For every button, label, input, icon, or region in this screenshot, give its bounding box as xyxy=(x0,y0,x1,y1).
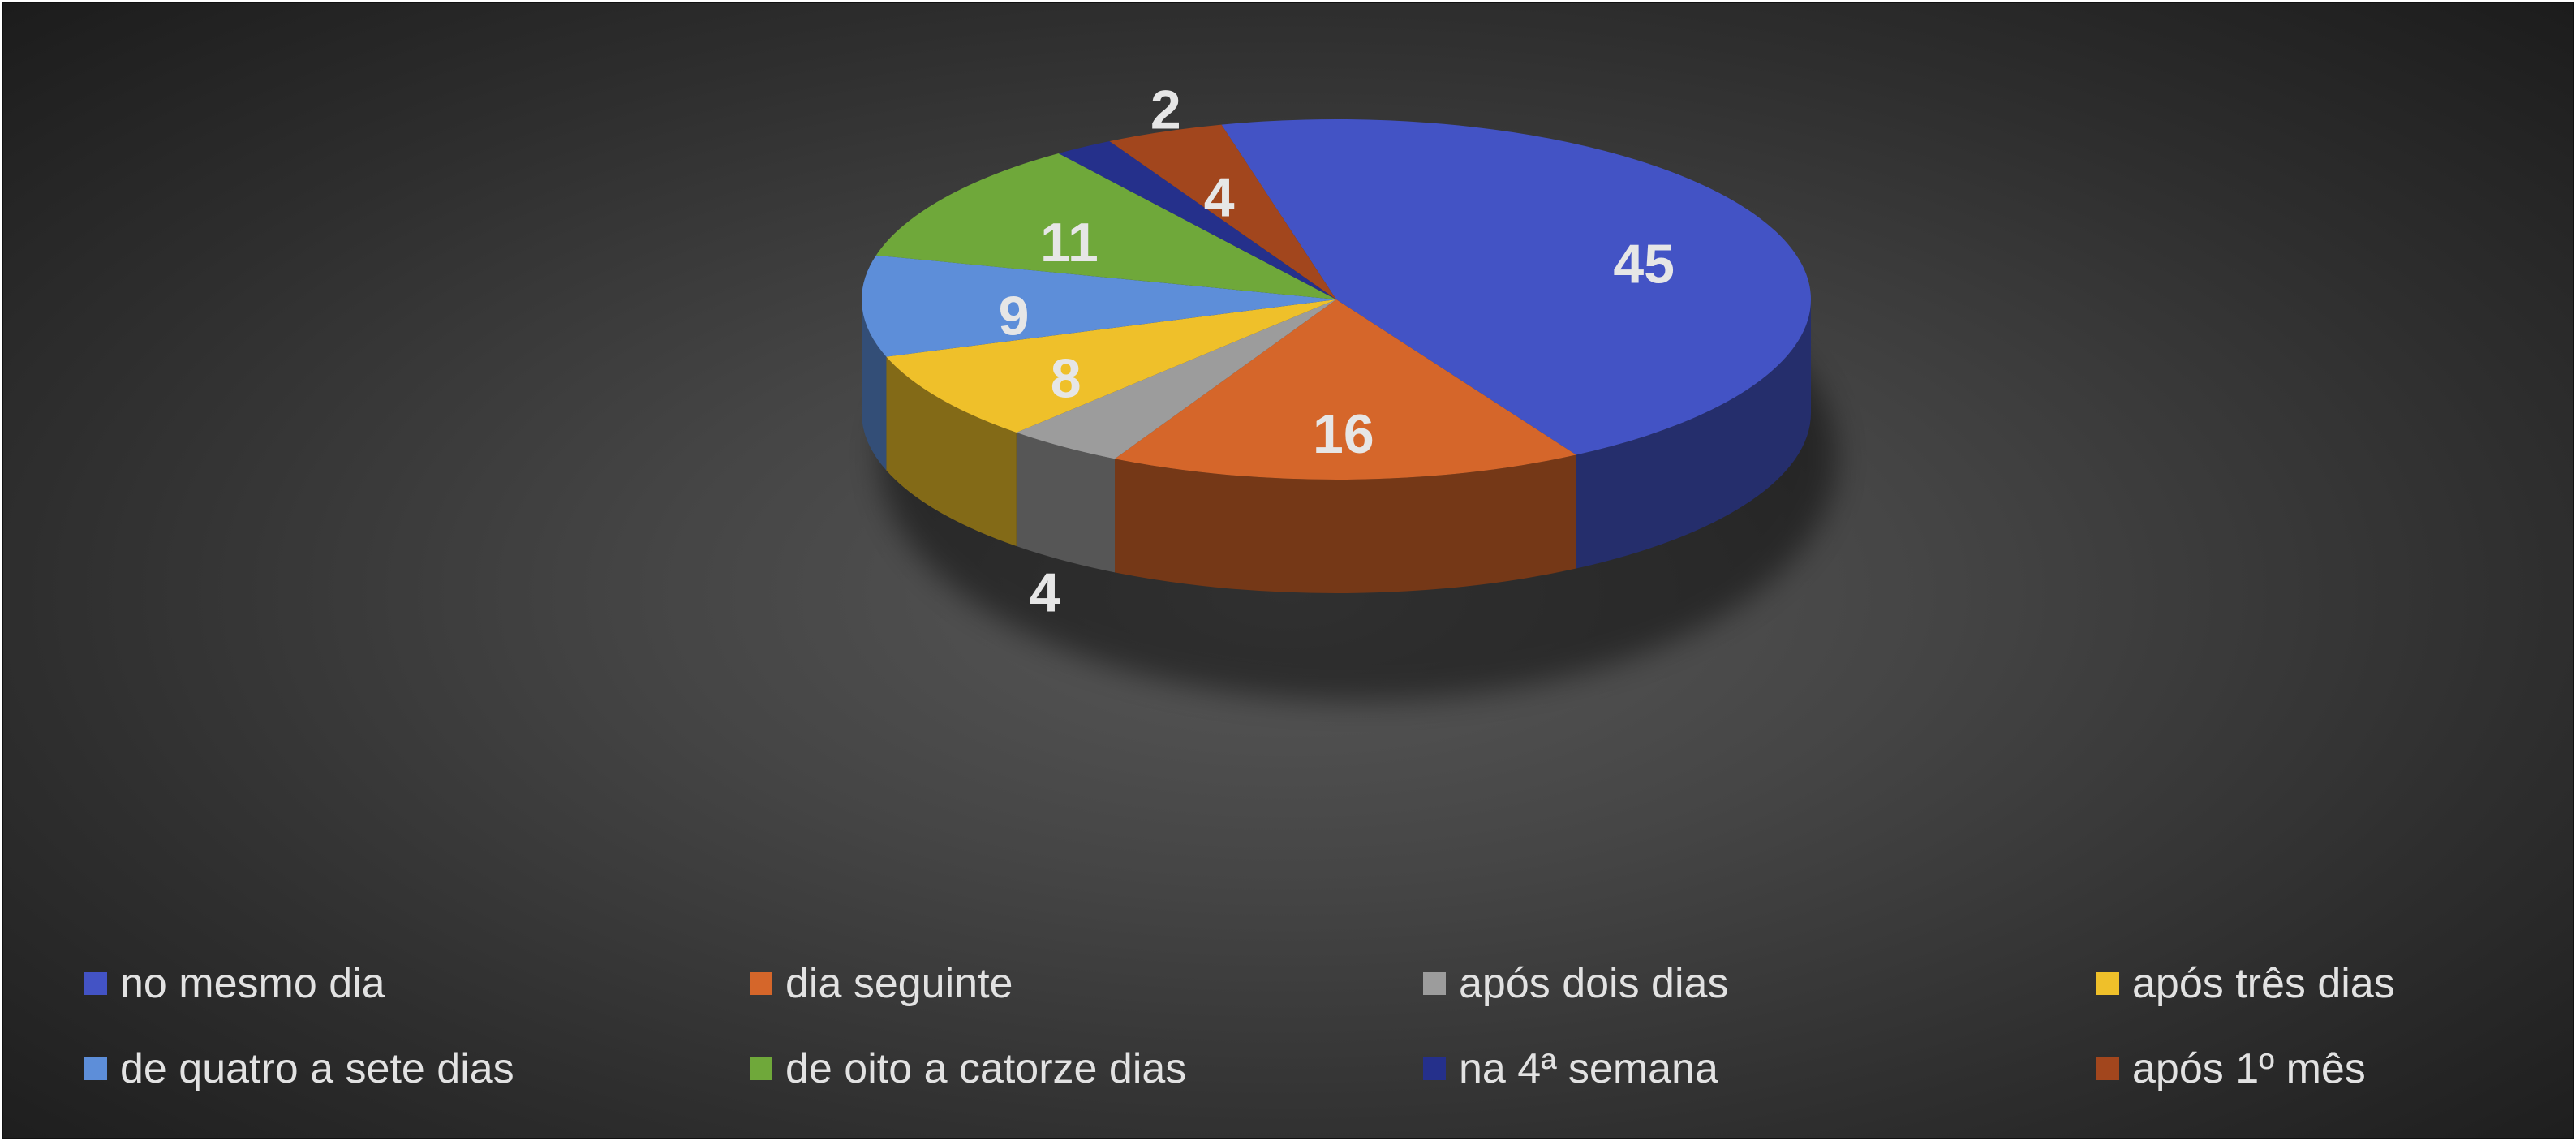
legend-label: no mesmo dia xyxy=(120,959,385,1008)
legend-item-de-oito-a-catorze-dias[interactable]: de oito a catorze dias xyxy=(750,1026,1423,1111)
legend-item-de-quatro-a-sete-dias[interactable]: de quatro a sete dias xyxy=(84,1026,750,1111)
data-label-de-quatro-a-sete-dias: 9 xyxy=(999,286,1030,347)
legend-item-dia-seguinte[interactable]: dia seguinte xyxy=(750,941,1423,1026)
legend-swatch xyxy=(2096,972,2119,995)
legend-item-apos-tres-dias[interactable]: após três dias xyxy=(2096,941,2486,1026)
legend-label: na 4ª semana xyxy=(1459,1044,1718,1093)
legend-label: dia seguinte xyxy=(785,959,1013,1008)
legend-label: de oito a catorze dias xyxy=(785,1044,1186,1093)
data-label-dia-seguinte: 16 xyxy=(1313,403,1374,465)
legend-item-apos-dois-dias[interactable]: após dois dias xyxy=(1423,941,2096,1026)
legend-swatch xyxy=(750,1057,772,1080)
legend-swatch xyxy=(1423,1057,1446,1080)
legend-swatch xyxy=(1423,972,1446,995)
data-label-apos-1-mes: 4 xyxy=(1204,166,1235,228)
legend-swatch xyxy=(84,1057,107,1080)
legend-item-na-4-semana[interactable]: na 4ª semana xyxy=(1423,1026,2096,1111)
legend-item-no-mesmo-dia[interactable]: no mesmo dia xyxy=(84,941,750,1026)
data-label-apos-tres-dias: 8 xyxy=(1051,347,1082,409)
legend-item-apos-1-mes[interactable]: após 1º mês xyxy=(2096,1026,2486,1111)
data-label-no-mesmo-dia: 45 xyxy=(1613,233,1675,295)
legend-swatch xyxy=(84,972,107,995)
legend-label: após dois dias xyxy=(1459,959,1728,1008)
data-label-de-oito-a-catorze-dias: 11 xyxy=(1040,212,1099,273)
data-label-na-4-semana: 2 xyxy=(1150,79,1181,140)
legend-swatch xyxy=(2096,1057,2119,1080)
legend-swatch xyxy=(750,972,772,995)
legend-label: após três dias xyxy=(2132,959,2395,1008)
data-label-apos-dois-dias: 4 xyxy=(1030,562,1060,624)
legend: no mesmo dia dia seguinte após dois dias ap… xyxy=(84,941,2486,1111)
legend-label: de quatro a sete dias xyxy=(120,1044,514,1093)
legend-label: após 1º mês xyxy=(2132,1044,2366,1093)
